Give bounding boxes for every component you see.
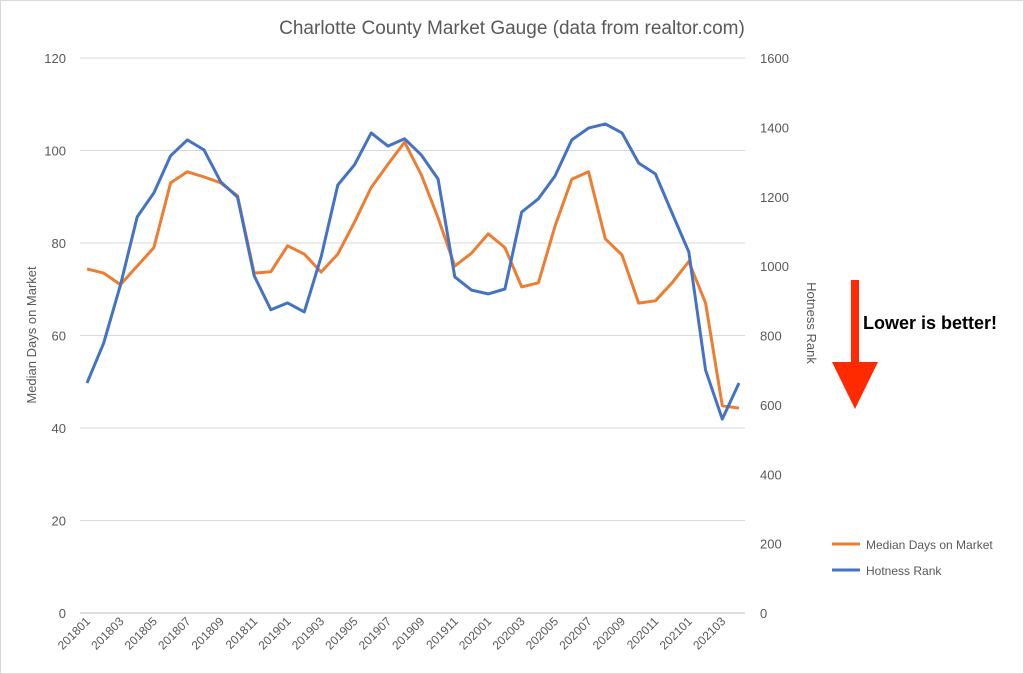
y-tick-label: 40 [52, 421, 66, 436]
series-line-median-days-on-market [86, 140, 740, 410]
y-tick-label: 80 [52, 236, 66, 251]
series-line-hotness-rank [85, 122, 741, 421]
y2-tick-label: 800 [760, 329, 782, 344]
y2-tick-label: 1400 [760, 120, 789, 135]
y2-tick-label: 0 [760, 606, 767, 621]
arrow-shaft [851, 280, 859, 364]
y-tick-label: 100 [44, 144, 66, 159]
legend-label: Median Days on Market [866, 538, 993, 552]
y2-axis-title: Hotness Rank [804, 282, 819, 364]
y2-tick-label: 1000 [760, 259, 789, 274]
y-axis-title: Median Days on Market [24, 266, 39, 404]
y2-tick-label: 1200 [760, 190, 789, 205]
y2-tick-label: 400 [760, 467, 782, 482]
y2-tick-label: 200 [760, 537, 782, 552]
y-tick-label: 20 [52, 514, 66, 529]
y-tick-label: 0 [59, 606, 66, 621]
y-tick-label: 60 [52, 329, 66, 344]
arrow-head [832, 362, 878, 409]
annotation-arrow [832, 280, 878, 409]
annotation-text: Lower is better! [863, 313, 997, 333]
y2-tick-label: 1600 [760, 51, 789, 66]
y-tick-label: 120 [44, 51, 66, 66]
legend-label: Hotness Rank [866, 564, 942, 578]
chart-title: Charlotte County Market Gauge (data from… [279, 18, 745, 39]
y2-tick-label: 600 [760, 398, 782, 413]
